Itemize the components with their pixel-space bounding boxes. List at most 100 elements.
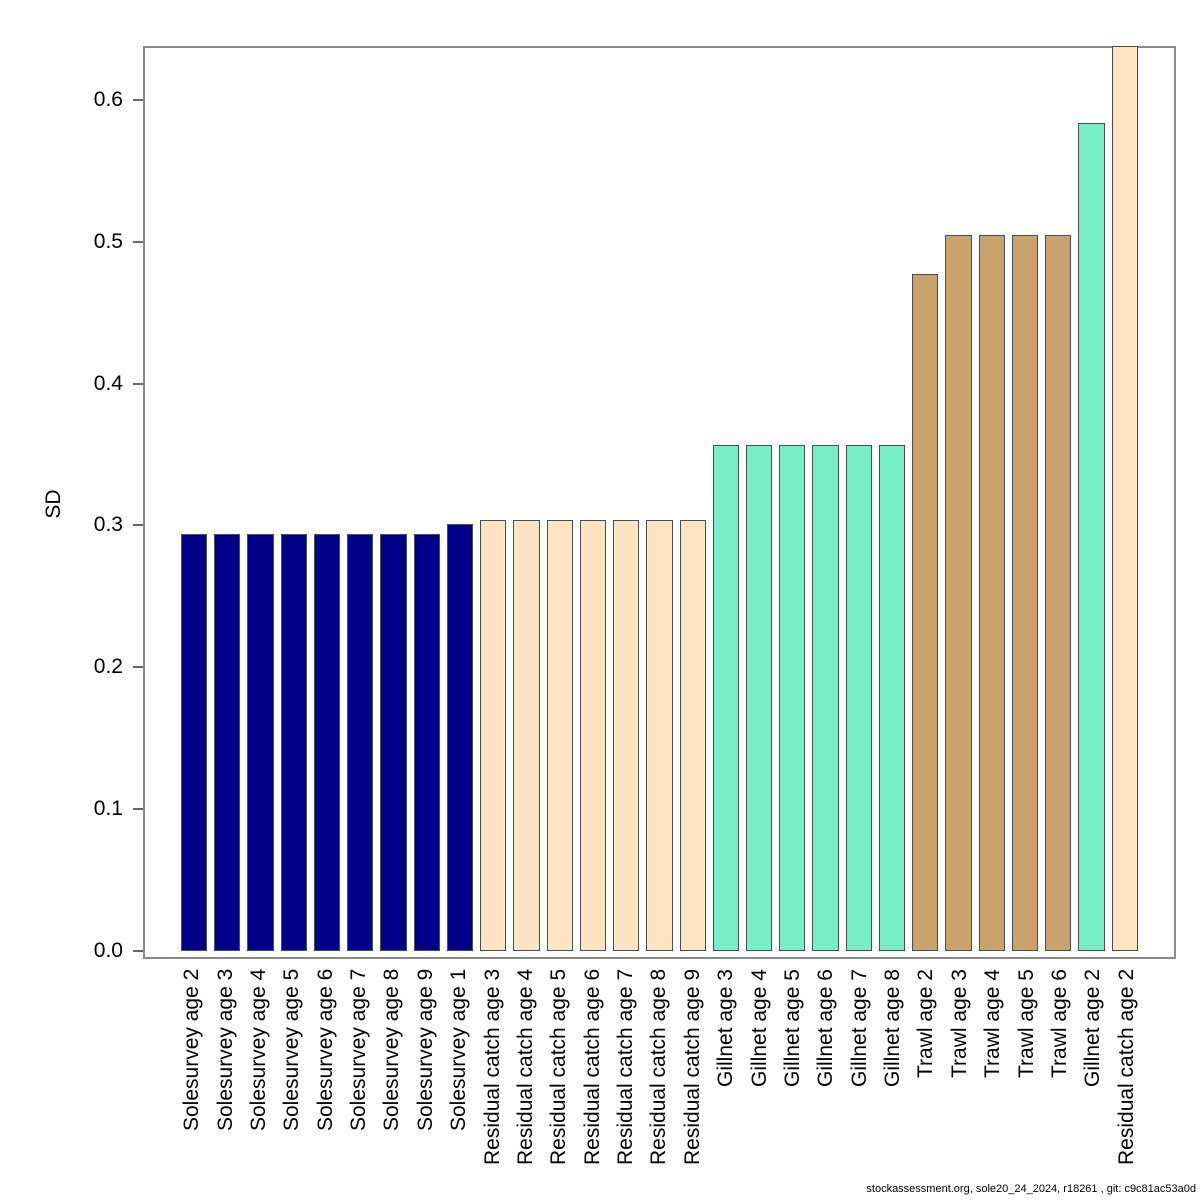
x-cell: Solesurvey age 7 xyxy=(346,969,372,1195)
bar-gillnet-age-6 xyxy=(812,445,839,951)
x-tick-label: Solesurvey age 9 xyxy=(413,969,437,1132)
x-tick-label: Gillnet age 6 xyxy=(814,969,838,1087)
x-tick-label: Residual catch age 9 xyxy=(680,969,704,1166)
bar-solesurvey-age-5 xyxy=(280,534,307,951)
x-cell: Residual catch age 9 xyxy=(680,969,706,1195)
x-tick-label: Trawl age 2 xyxy=(914,969,938,1078)
x-cell: Gillnet age 4 xyxy=(746,969,772,1195)
y-tick-label: 0.3 xyxy=(93,513,123,536)
bar-gillnet-age-7 xyxy=(845,445,872,951)
bar-gillnet-age-3 xyxy=(712,445,739,951)
x-tick-label: Solesurvey age 6 xyxy=(313,969,337,1132)
bar-trawl-age-4 xyxy=(978,235,1005,951)
x-cell: Solesurvey age 1 xyxy=(446,969,472,1195)
x-tick-label: Residual catch age 4 xyxy=(513,969,537,1166)
y-tick-mark xyxy=(133,383,143,385)
x-cell: Solesurvey age 9 xyxy=(413,969,439,1195)
bar-residual-catch-age-7 xyxy=(613,520,640,951)
bar-trawl-age-2 xyxy=(912,274,939,951)
x-tick-label: Solesurvey age 2 xyxy=(180,969,204,1132)
x-tick-label: Solesurvey age 3 xyxy=(213,969,237,1132)
x-cell: Residual catch age 5 xyxy=(546,969,572,1195)
x-cell: Solesurvey age 4 xyxy=(246,969,272,1195)
x-tick-label: Gillnet age 2 xyxy=(1081,969,1105,1087)
bar-gillnet-age-5 xyxy=(779,445,806,951)
bar-gillnet-age-8 xyxy=(878,445,906,951)
x-cell: Solesurvey age 5 xyxy=(279,969,305,1195)
x-tick-label: Gillnet age 4 xyxy=(747,969,771,1087)
x-tick-label: Residual catch age 7 xyxy=(614,969,638,1166)
bar-solesurvey-age-2 xyxy=(181,534,208,951)
plot-area xyxy=(143,46,1176,959)
bar-solesurvey-age-3 xyxy=(214,534,241,951)
x-tick-label: Residual catch age 3 xyxy=(480,969,504,1166)
bar-solesurvey-age-1 xyxy=(446,524,474,951)
x-cell: Residual catch age 4 xyxy=(513,969,539,1195)
x-cell: Residual catch age 3 xyxy=(479,969,505,1195)
x-tick-label: Residual catch age 5 xyxy=(547,969,571,1166)
bar-residual-catch-age-6 xyxy=(579,520,607,951)
x-tick-label: Gillnet age 8 xyxy=(881,969,905,1087)
x-tick-label: Solesurvey age 4 xyxy=(246,969,270,1132)
x-tick-label: Trawl age 4 xyxy=(981,969,1005,1078)
x-cell: Solesurvey age 8 xyxy=(379,969,405,1195)
y-tick-mark xyxy=(133,950,143,952)
x-tick-label: Trawl age 5 xyxy=(1014,969,1038,1078)
y-tick-label: 0.5 xyxy=(93,230,123,253)
y-tick-label: 0.4 xyxy=(93,372,123,395)
x-cell: Residual catch age 8 xyxy=(646,969,672,1195)
x-cell: Gillnet age 2 xyxy=(1080,969,1106,1195)
x-cell: Residual catch age 6 xyxy=(580,969,606,1195)
bar-solesurvey-age-9 xyxy=(413,534,440,951)
y-tick-mark xyxy=(133,666,143,668)
x-cell: Trawl age 2 xyxy=(913,969,939,1195)
y-tick-label: 0.1 xyxy=(93,797,123,820)
bar-gillnet-age-2 xyxy=(1078,123,1105,951)
x-tick-label: Gillnet age 5 xyxy=(780,969,804,1087)
bar-residual-catch-age-4 xyxy=(513,520,540,951)
bar-trawl-age-5 xyxy=(1011,235,1039,951)
y-tick-mark xyxy=(133,524,143,526)
bars-row xyxy=(145,46,1174,951)
x-tick-label: Trawl age 3 xyxy=(947,969,971,1078)
x-cell: Gillnet age 5 xyxy=(780,969,806,1195)
x-tick-label: Solesurvey age 8 xyxy=(380,969,404,1132)
bar-solesurvey-age-8 xyxy=(380,534,407,951)
x-cell: Residual catch age 2 xyxy=(1114,969,1140,1195)
x-cell: Gillnet age 7 xyxy=(847,969,873,1195)
footer-citation: stockassessment.org, sole20_24_2024, r18… xyxy=(866,1183,1196,1195)
x-cell: Trawl age 3 xyxy=(947,969,973,1195)
y-tick-mark xyxy=(133,99,143,101)
x-cell: Gillnet age 8 xyxy=(880,969,906,1195)
bar-residual-catch-age-9 xyxy=(679,520,706,951)
bar-solesurvey-age-6 xyxy=(313,534,341,951)
x-cell: Solesurvey age 6 xyxy=(313,969,339,1195)
x-tick-label: Residual catch age 8 xyxy=(647,969,671,1166)
bar-trawl-age-6 xyxy=(1045,235,1072,951)
x-cell: Trawl age 4 xyxy=(980,969,1006,1195)
bar-solesurvey-age-4 xyxy=(247,534,274,951)
x-tick-label: Solesurvey age 1 xyxy=(447,969,471,1132)
x-cell: Gillnet age 3 xyxy=(713,969,739,1195)
x-cell: Gillnet age 6 xyxy=(813,969,839,1195)
x-cell: Trawl age 6 xyxy=(1047,969,1073,1195)
x-tick-label: Trawl age 6 xyxy=(1047,969,1071,1078)
x-tick-label: Solesurvey age 5 xyxy=(280,969,304,1132)
x-cell: Residual catch age 7 xyxy=(613,969,639,1195)
y-tick-label: 0.2 xyxy=(93,655,123,678)
x-tick-label: Residual catch age 6 xyxy=(580,969,604,1166)
y-tick-label: 0.6 xyxy=(93,88,123,111)
bar-residual-catch-age-3 xyxy=(480,520,507,951)
x-tick-label: Gillnet age 3 xyxy=(714,969,738,1087)
bar-trawl-age-3 xyxy=(945,235,972,951)
bar-gillnet-age-4 xyxy=(745,445,773,951)
x-tick-label: Solesurvey age 7 xyxy=(347,969,371,1132)
x-tick-label: Residual catch age 2 xyxy=(1114,969,1138,1166)
y-tick-mark xyxy=(133,241,143,243)
x-cell: Solesurvey age 2 xyxy=(179,969,205,1195)
x-axis-labels: Solesurvey age 2 Solesurvey age 3 Solesurv… xyxy=(143,969,1176,1195)
y-tick-label: 0.0 xyxy=(93,939,123,962)
y-tick-mark xyxy=(133,808,143,810)
x-cell: Solesurvey age 3 xyxy=(212,969,238,1195)
